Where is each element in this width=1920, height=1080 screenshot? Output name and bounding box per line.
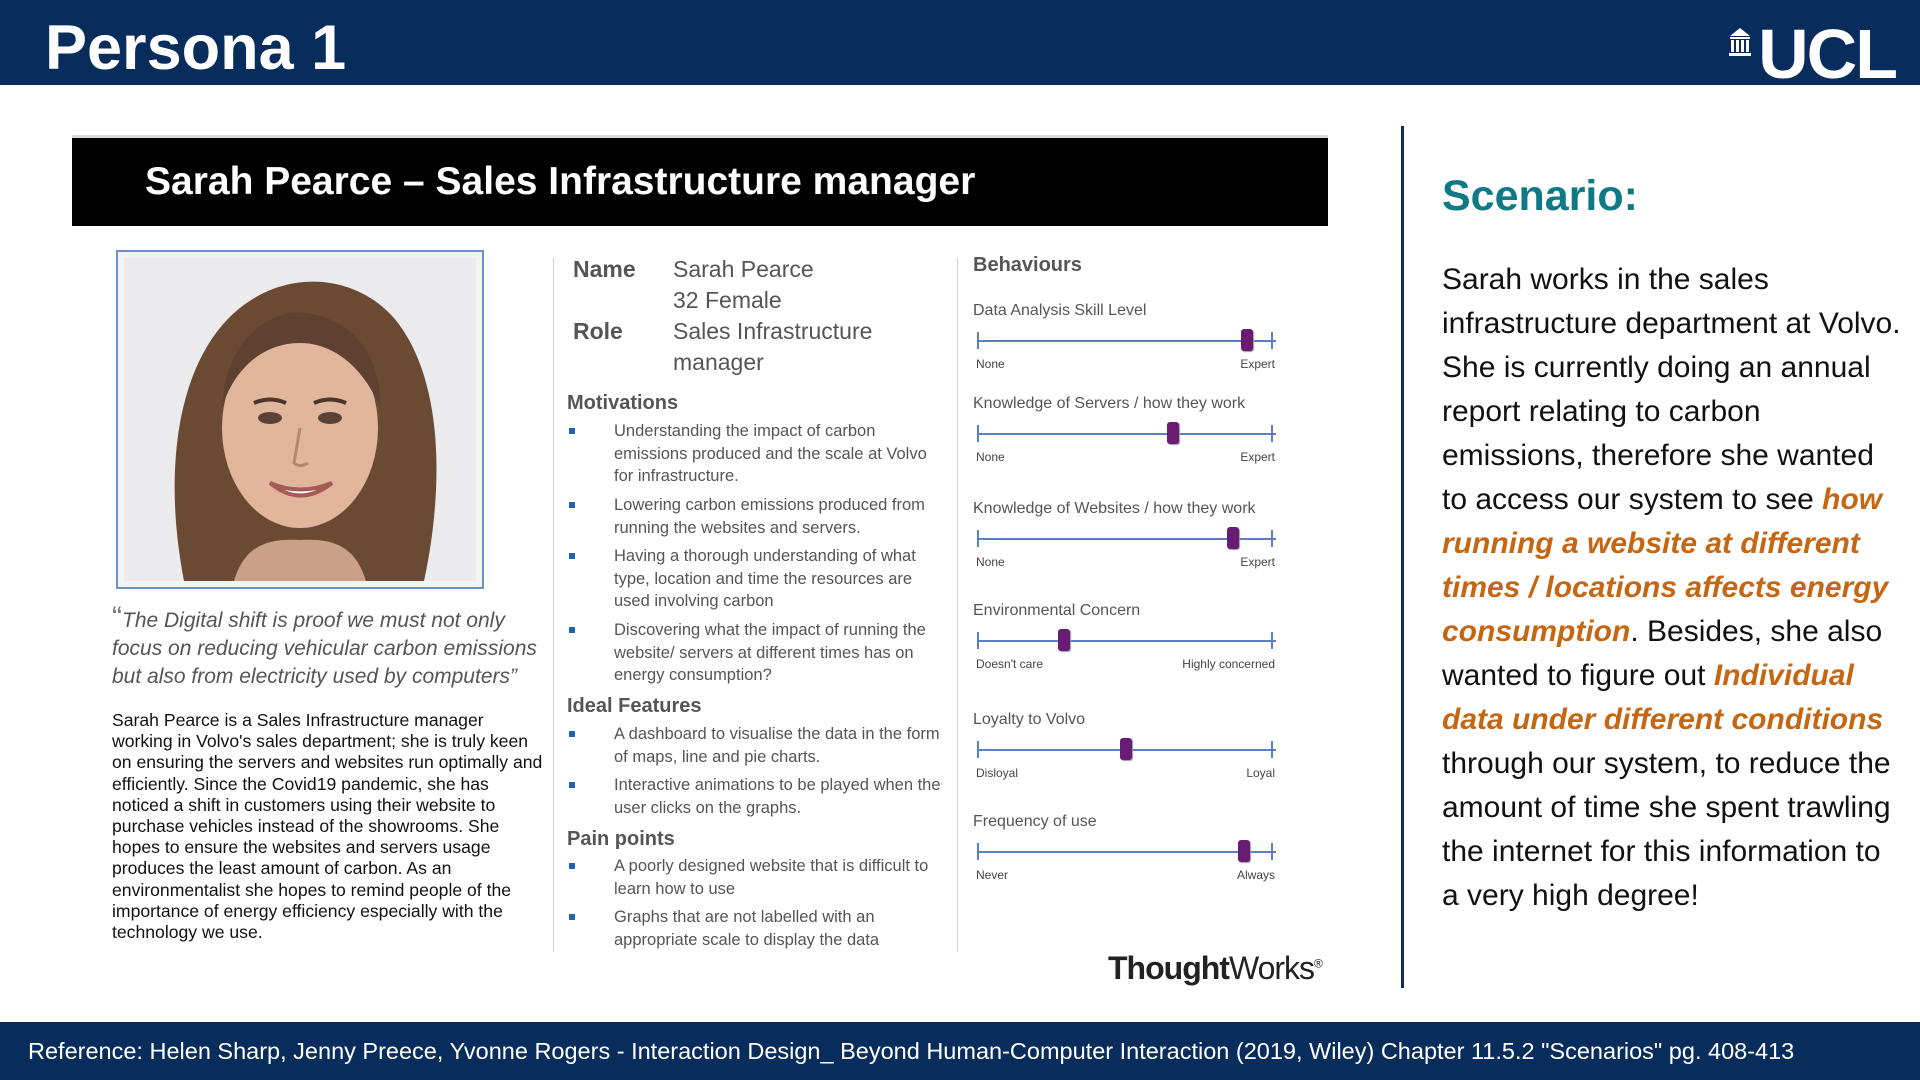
slider-knob: [1058, 629, 1070, 651]
slider-label: Knowledge of Servers / how they work: [973, 395, 1245, 413]
slider-min-label: None: [976, 555, 1005, 569]
slider-label: Loyalty to Volvo: [973, 711, 1085, 729]
slider-tick: [1271, 530, 1273, 547]
persona-quote: “The Digital shift is proof we must not …: [112, 604, 542, 691]
persona-photo: [116, 250, 484, 589]
role-label: Role: [573, 316, 623, 347]
slider-max-label: Loyal: [1246, 766, 1275, 780]
brand-light: Works: [1229, 950, 1314, 986]
slider-tick: [1271, 425, 1273, 442]
slider-min-label: Disloyal: [976, 766, 1018, 780]
slider-min-label: Doesn't care: [976, 657, 1043, 671]
slider-tick: [1271, 332, 1273, 349]
slider-track: [978, 340, 1276, 342]
slider-max-label: Highly concerned: [1182, 657, 1275, 671]
motivations-heading: Motivations: [567, 392, 678, 415]
reference-footer: Reference: Helen Sharp, Jenny Preece, Yv…: [0, 1022, 1920, 1080]
slider-tick: [977, 843, 979, 860]
slider-knob: [1167, 422, 1179, 444]
bullet-icon: [569, 428, 575, 434]
slider-label: Knowledge of Websites / how they work: [973, 500, 1256, 518]
slider-tick: [1271, 632, 1273, 649]
slider-min-label: None: [976, 450, 1005, 464]
brand-bold: Thought: [1108, 950, 1229, 986]
slider-environmental-concern: Environmental Concern Doesn't care Highl…: [973, 602, 1273, 672]
slide-title: Persona 1: [45, 8, 346, 88]
name-value: Sarah Pearce: [673, 254, 814, 285]
scenario-text-part: Sarah works in the sales infrastructure …: [1442, 263, 1901, 516]
persona-header-bar: Sarah Pearce – Sales Infrastructure mana…: [72, 135, 1328, 226]
slider-tick: [977, 741, 979, 758]
slider-knob: [1238, 840, 1250, 862]
slider-tick: [1271, 741, 1273, 758]
column-divider: [553, 258, 554, 952]
behaviours-heading: Behaviours: [973, 254, 1082, 277]
bullet-icon: [569, 863, 575, 869]
scenario-text-part: through our system, to reduce the amount…: [1442, 747, 1891, 912]
quote-text: The Digital shift is proof we must not o…: [112, 609, 537, 688]
slider-tick: [977, 530, 979, 547]
slider-tick: [977, 332, 979, 349]
brand-mark: ®: [1314, 956, 1322, 970]
thoughtworks-logo: ThoughtWorks®: [1108, 950, 1322, 987]
slider-label: Data Analysis Skill Level: [973, 302, 1146, 320]
ucl-logo: UCL: [1728, 22, 1896, 86]
slider-track: [978, 433, 1276, 435]
slider-websites-knowledge: Knowledge of Websites / how they work No…: [973, 500, 1273, 570]
slider-max-label: Always: [1237, 868, 1275, 882]
bullet-icon: [569, 502, 575, 508]
slider-track: [978, 640, 1276, 642]
pain-points-heading: Pain points: [567, 828, 675, 851]
slider-max-label: Expert: [1240, 357, 1275, 371]
slider-track: [978, 851, 1276, 853]
bullet-icon: [569, 782, 575, 788]
quote-mark: “: [112, 601, 122, 634]
slider-max-label: Expert: [1240, 555, 1275, 569]
scenario-divider: [1401, 126, 1404, 988]
slider-tick: [977, 632, 979, 649]
slider-knob: [1241, 329, 1253, 351]
age-gender-value: 32 Female: [673, 285, 782, 316]
slider-tick: [1271, 843, 1273, 860]
bullet-icon: [569, 627, 575, 633]
bullet-icon: [569, 553, 575, 559]
scenario-text: Sarah works in the sales infrastructure …: [1442, 258, 1902, 918]
role-value-line2: manager: [673, 347, 764, 378]
slider-data-analysis: Data Analysis Skill Level None Expert: [973, 302, 1273, 372]
slider-label: Frequency of use: [973, 813, 1097, 831]
slider-tick: [977, 425, 979, 442]
persona-bio: Sarah Pearce is a Sales Infrastructure m…: [112, 710, 544, 943]
slider-max-label: Expert: [1240, 450, 1275, 464]
name-label: Name: [573, 254, 636, 285]
bullet-icon: [569, 914, 575, 920]
portico-icon: [1728, 26, 1752, 58]
column-divider: [957, 258, 958, 952]
slider-min-label: None: [976, 357, 1005, 371]
slider-loyalty: Loyalty to Volvo Disloyal Loyal: [973, 711, 1273, 781]
persona-header: Sarah Pearce – Sales Infrastructure mana…: [145, 160, 975, 204]
slider-frequency: Frequency of use Never Always: [973, 813, 1273, 883]
slider-label: Environmental Concern: [973, 602, 1140, 620]
slider-knob: [1120, 738, 1132, 760]
slider-servers-knowledge: Knowledge of Servers / how they work Non…: [973, 395, 1273, 465]
bullet-icon: [569, 731, 575, 737]
slider-min-label: Never: [976, 868, 1008, 882]
reference-text: Reference: Helen Sharp, Jenny Preece, Yv…: [28, 1038, 1794, 1065]
portrait-image: [124, 258, 476, 581]
scenario-title: Scenario:: [1442, 172, 1638, 221]
logo-text: UCL: [1758, 22, 1896, 86]
ideal-features-heading: Ideal Features: [567, 695, 702, 718]
role-value-line1: Sales Infrastructure: [673, 316, 872, 347]
slider-knob: [1227, 527, 1239, 549]
slide-header: Persona 1 UCL: [0, 0, 1920, 85]
